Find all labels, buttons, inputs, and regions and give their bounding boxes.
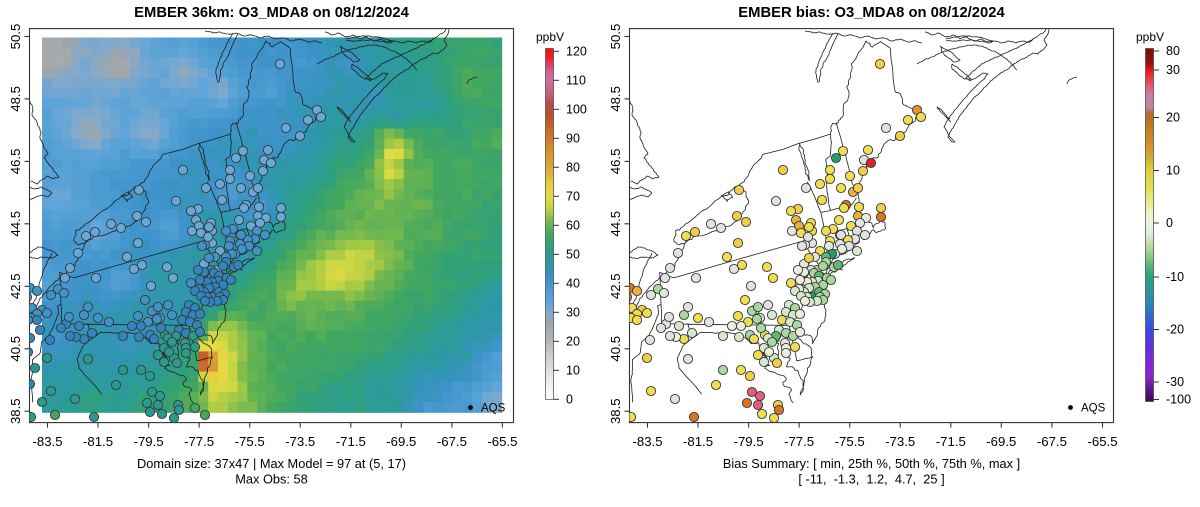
svg-text:ppbV: ppbV (536, 30, 564, 44)
svg-text:70: 70 (566, 189, 580, 203)
svg-text:-10: -10 (1166, 270, 1184, 284)
svg-text:80: 80 (566, 160, 580, 174)
svg-text:-83.5: -83.5 (32, 434, 62, 449)
svg-text:60: 60 (566, 218, 580, 232)
svg-text:Domain size: 37x47 | Max Model: Domain size: 37x47 | Max Model = 97 at (… (137, 456, 406, 471)
svg-text:48.5: 48.5 (608, 86, 623, 112)
svg-text:40.5: 40.5 (8, 336, 23, 362)
svg-text:AQS: AQS (1081, 403, 1106, 415)
svg-text:46.5: 46.5 (608, 149, 623, 175)
svg-text:44.5: 44.5 (608, 211, 623, 237)
svg-text:EMBER 36km: O3_MDA8 on 08/12/2: EMBER 36km: O3_MDA8 on 08/12/2024 (134, 5, 409, 21)
svg-text:40: 40 (566, 276, 580, 290)
svg-text:90: 90 (566, 131, 580, 145)
svg-text:-20: -20 (1166, 323, 1184, 337)
svg-text:50.5: 50.5 (608, 24, 623, 50)
svg-text:30: 30 (1166, 63, 1180, 77)
svg-text:-71.5: -71.5 (336, 434, 366, 449)
svg-text:30: 30 (566, 305, 580, 319)
svg-text:46.5: 46.5 (8, 149, 23, 175)
svg-text:AQS: AQS (481, 403, 506, 415)
svg-text:-67.5: -67.5 (1037, 434, 1067, 449)
svg-text:-77.5: -77.5 (184, 434, 214, 449)
svg-text:0: 0 (566, 392, 573, 406)
svg-text:44.5: 44.5 (8, 211, 23, 237)
svg-text:80: 80 (1166, 44, 1180, 58)
svg-text:-83.5: -83.5 (632, 434, 662, 449)
svg-text:-65.5: -65.5 (487, 434, 517, 449)
svg-text:-75.5: -75.5 (235, 434, 265, 449)
svg-text:-77.5: -77.5 (784, 434, 814, 449)
svg-text:38.5: 38.5 (8, 398, 23, 424)
svg-text:20: 20 (1166, 111, 1180, 125)
svg-text:-75.5: -75.5 (835, 434, 865, 449)
svg-text:Bias Summary: [ min, 25th %, 5: Bias Summary: [ min, 25th %, 50th %, 75t… (723, 456, 1020, 471)
svg-text:Max Obs: 58: Max Obs: 58 (235, 472, 308, 487)
svg-text:20: 20 (566, 334, 580, 348)
svg-text:120: 120 (566, 44, 587, 58)
svg-text:EMBER bias: O3_MDA8 on 08/12/2: EMBER bias: O3_MDA8 on 08/12/2024 (738, 5, 1005, 21)
svg-text:-81.5: -81.5 (83, 434, 113, 449)
svg-text:-69.5: -69.5 (386, 434, 416, 449)
svg-text:-65.5: -65.5 (1087, 434, 1117, 449)
svg-text:ppbV: ppbV (1136, 30, 1164, 44)
svg-text:10: 10 (566, 363, 580, 377)
svg-text:100: 100 (566, 102, 587, 116)
svg-text:-30: -30 (1166, 375, 1184, 389)
svg-text:50.5: 50.5 (8, 24, 23, 50)
svg-text:-79.5: -79.5 (734, 434, 764, 449)
svg-text:-79.5: -79.5 (134, 434, 164, 449)
svg-text:38.5: 38.5 (608, 398, 623, 424)
svg-text:10: 10 (1166, 164, 1180, 178)
svg-text:-100: -100 (1166, 393, 1191, 407)
svg-text:-81.5: -81.5 (683, 434, 713, 449)
svg-text:42.5: 42.5 (608, 273, 623, 299)
svg-text:-69.5: -69.5 (986, 434, 1016, 449)
svg-text:50: 50 (566, 247, 580, 261)
svg-text:42.5: 42.5 (8, 273, 23, 299)
svg-text:0: 0 (1166, 216, 1173, 230)
svg-text:48.5: 48.5 (8, 86, 23, 112)
svg-text:-73.5: -73.5 (885, 434, 915, 449)
svg-text:-67.5: -67.5 (437, 434, 467, 449)
svg-text:40.5: 40.5 (608, 336, 623, 362)
svg-text:110: 110 (566, 73, 586, 87)
svg-text:-73.5: -73.5 (285, 434, 315, 449)
svg-text:-71.5: -71.5 (936, 434, 966, 449)
svg-text:[ -11, -1.3, 1.2, 4.7, 25: [ -11, -1.3, 1.2, 4.7, 25 ] (798, 472, 944, 487)
